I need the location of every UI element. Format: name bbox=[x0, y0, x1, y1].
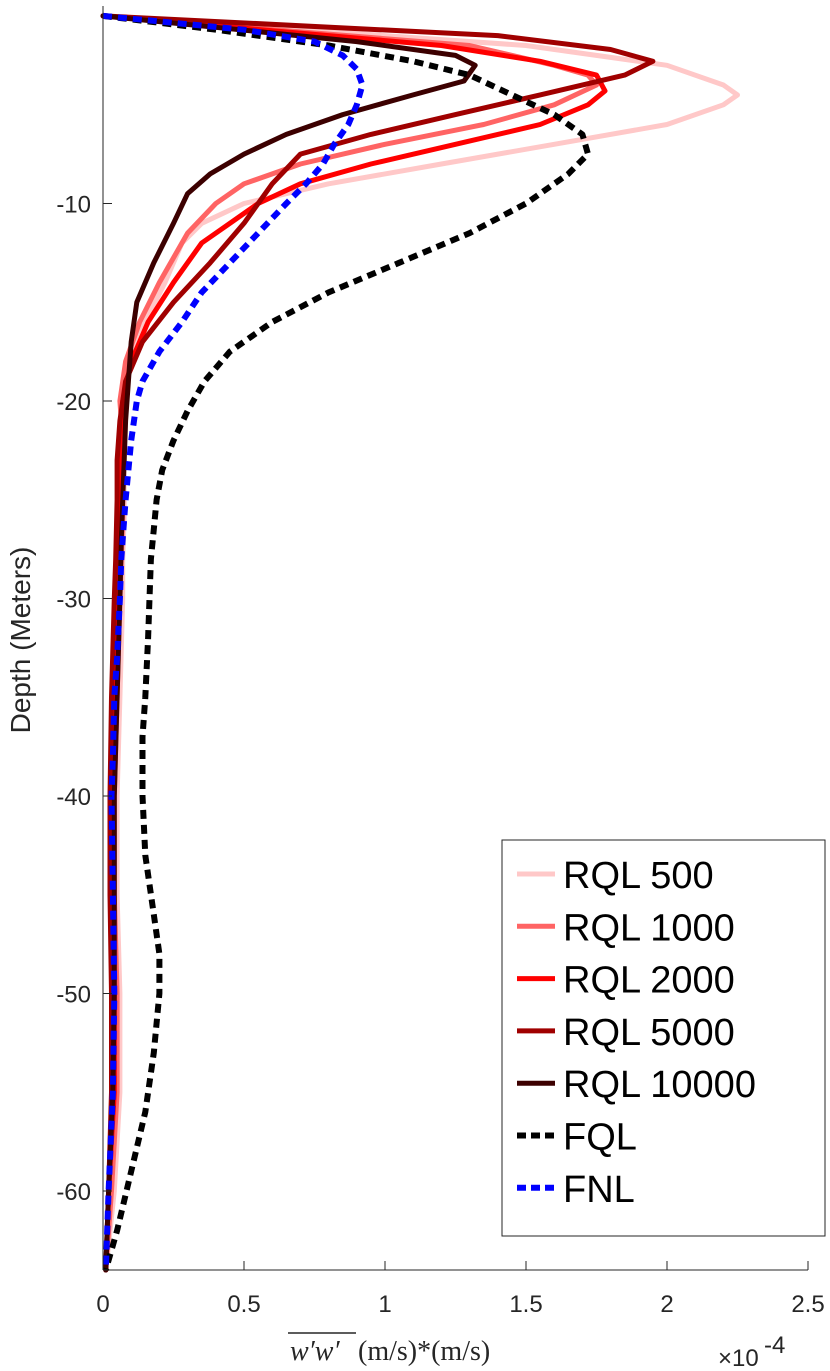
legend-label: FNL bbox=[563, 1169, 635, 1211]
series-layer bbox=[100, 12, 740, 1273]
legend-label: RQL 5000 bbox=[563, 1012, 735, 1054]
x-tick-label: 0.5 bbox=[227, 1291, 260, 1318]
x-exponent-base: ×10 bbox=[718, 1345, 759, 1371]
x-axis-label: w′w′ (m/s)*(m/s) bbox=[288, 1332, 490, 1367]
y-tick-label: -40 bbox=[56, 784, 91, 811]
x-tick-label: 2 bbox=[660, 1291, 673, 1318]
x-axis-exponent: ×10 -4 bbox=[718, 1332, 785, 1371]
legend: RQL 500 RQL 1000 RQL 2000 RQL 5000 RQL 10000… bbox=[501, 839, 826, 1237]
series-line-fql bbox=[102, 12, 591, 1271]
legend-box bbox=[501, 839, 826, 1237]
y-axis: -10 -20 -30 -40 -50 -60 bbox=[56, 6, 112, 1270]
x-tick-label: 1.5 bbox=[509, 1291, 542, 1318]
y-axis-label: Depth (Meters) bbox=[5, 547, 36, 734]
y-tick-label: -50 bbox=[56, 982, 91, 1009]
x-tick-label: 1 bbox=[378, 1291, 391, 1318]
legend-label: RQL 2000 bbox=[563, 960, 735, 1002]
x-tick-label: 2.5 bbox=[791, 1291, 824, 1318]
x-exponent-power: -4 bbox=[764, 1332, 785, 1359]
legend-label: FQL bbox=[563, 1117, 637, 1159]
legend-label: RQL 1000 bbox=[563, 907, 735, 949]
legend-label: RQL 10000 bbox=[563, 1064, 756, 1106]
series-line-rql-5000 bbox=[100, 13, 656, 1273]
y-tick-label: -20 bbox=[56, 389, 91, 416]
x-axis: 0 0.5 1 1.5 2 2.5 bbox=[96, 1261, 825, 1318]
y-tick-label: -30 bbox=[56, 587, 91, 614]
x-tick-label: 0 bbox=[96, 1291, 109, 1318]
series-line-rql-500 bbox=[100, 13, 740, 1273]
y-tick-label: -60 bbox=[56, 1179, 91, 1206]
series-line-rql-10000 bbox=[100, 13, 478, 1273]
y-tick-label: -10 bbox=[56, 192, 91, 219]
x-axis-label-overline: w′w′ bbox=[290, 1336, 340, 1367]
x-axis-label-units: (m/s)*(m/s) bbox=[358, 1336, 490, 1367]
legend-label: RQL 500 bbox=[563, 855, 714, 897]
series-line-fnl bbox=[102, 12, 366, 1271]
